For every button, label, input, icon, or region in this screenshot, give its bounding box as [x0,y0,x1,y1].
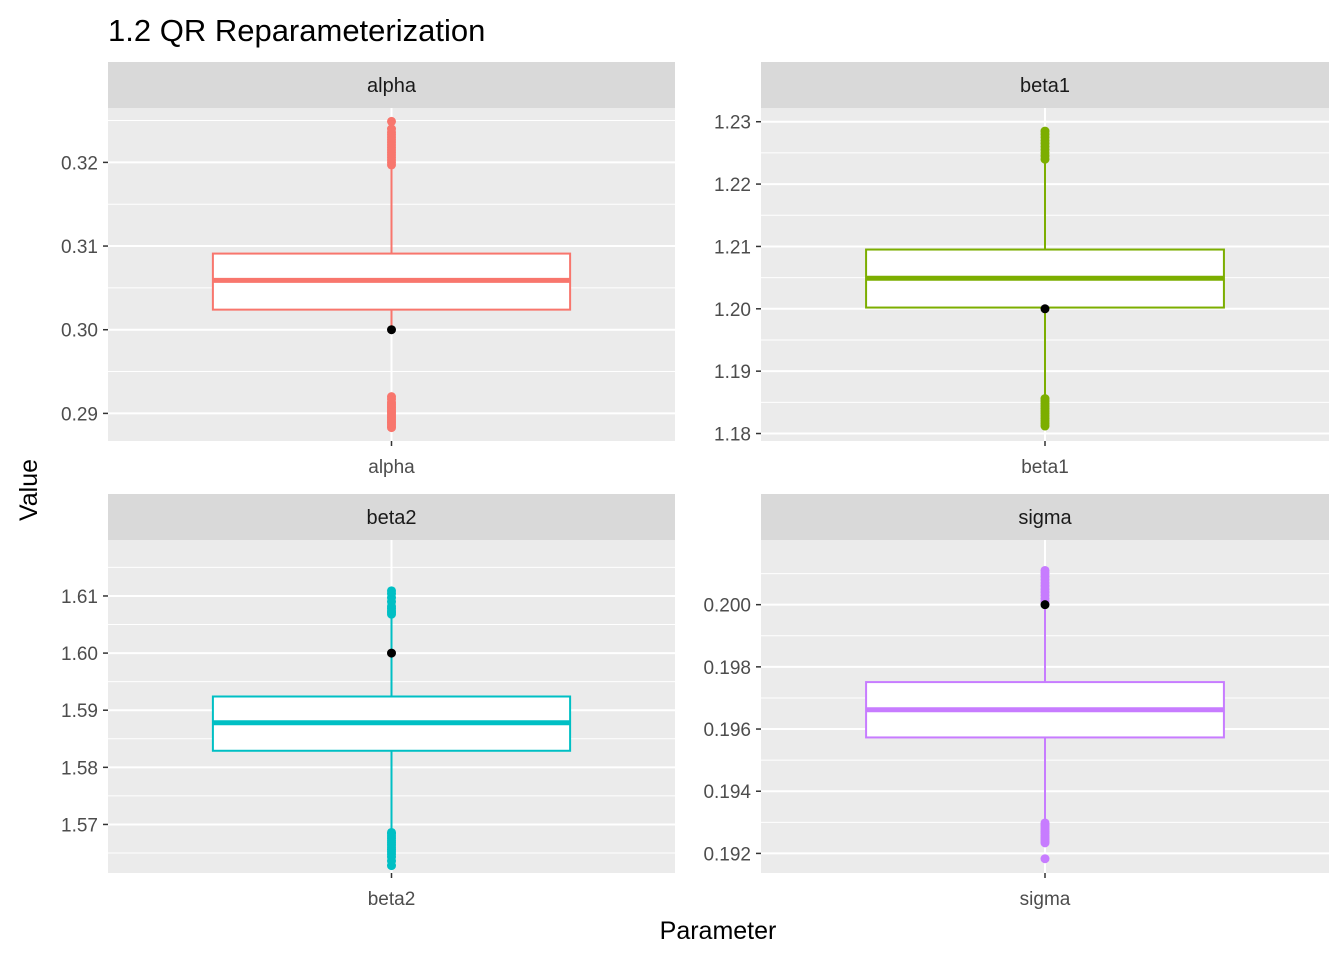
reference-point [1040,600,1050,610]
facet-strip-label: beta1 [1020,75,1070,97]
x-tick-label: beta1 [1021,457,1069,478]
y-tick-label: 1.19 [714,362,751,383]
y-tick-label: 0.196 [703,720,751,741]
outlier-point [387,116,396,126]
y-tick-label: 1.21 [714,237,751,258]
facet-panel-alpha: 0.29 0.30 0.31 0.32 alpha alpha [61,62,675,478]
y-tick-label: 0.198 [703,658,751,679]
y-axis-title: Value [15,459,43,521]
outlier-point [1040,818,1050,828]
y-tick-label: 0.31 [61,237,98,258]
chart-title: 1.2 QR Reparameterization [108,13,485,48]
y-tick-label: 0.29 [61,404,98,425]
outlier-point [387,392,396,402]
outlier-point [1040,565,1050,575]
y-tick-label: 0.30 [61,321,98,342]
x-axis-title: Parameter [660,917,777,945]
reference-point [1040,304,1050,314]
facet-strip [108,62,675,108]
y-tick-label: 0.192 [703,844,751,865]
y-tick-label: 1.18 [714,425,751,446]
outlier-point [387,586,396,596]
facet-strip-label: sigma [1018,507,1072,529]
y-tick-label: 1.60 [61,644,98,665]
facet-strip-label: beta2 [366,507,416,529]
facet-strip-label: alpha [367,75,417,97]
y-tick-label: 1.61 [61,587,98,608]
y-tick-label: 1.57 [61,815,98,836]
outlier-point [1040,126,1050,136]
y-tick-label: 1.59 [61,701,98,722]
reference-point [387,325,396,335]
x-tick-label: beta2 [368,889,416,910]
y-tick-label: 0.194 [703,782,751,803]
y-tick-label: 0.200 [703,596,751,617]
y-tick-label: 1.22 [714,175,751,196]
y-tick-label: 1.58 [61,758,98,779]
reference-point [387,648,396,658]
y-tick-label: 0.32 [61,153,98,174]
facet-panel-beta1: 1.18 1.19 1.20 1.21 1.22 1.23 beta1 beta1 [714,62,1329,478]
outlier-point [387,124,396,134]
y-tick-label: 1.23 [714,113,751,134]
y-tick-label: 1.20 [714,300,751,321]
outlier-point [1040,394,1050,404]
facet-panels: 0.290.300.310.32alphaalpha1.181.191.201.… [61,62,1329,910]
facet-strip [761,494,1329,540]
x-tick-label: alpha [368,457,415,478]
outlier-point [1040,854,1050,864]
x-tick-label: sigma [1020,889,1071,910]
facet-panel-beta2: 1.57 1.58 1.59 1.60 1.61 beta2 beta2 [61,494,675,910]
facet-strip [761,62,1329,108]
facet-strip [108,494,675,540]
facet-panel-sigma: 0.192 0.194 0.196 0.198 0.200 sigma sigma [703,494,1329,910]
outlier-point [387,827,396,837]
